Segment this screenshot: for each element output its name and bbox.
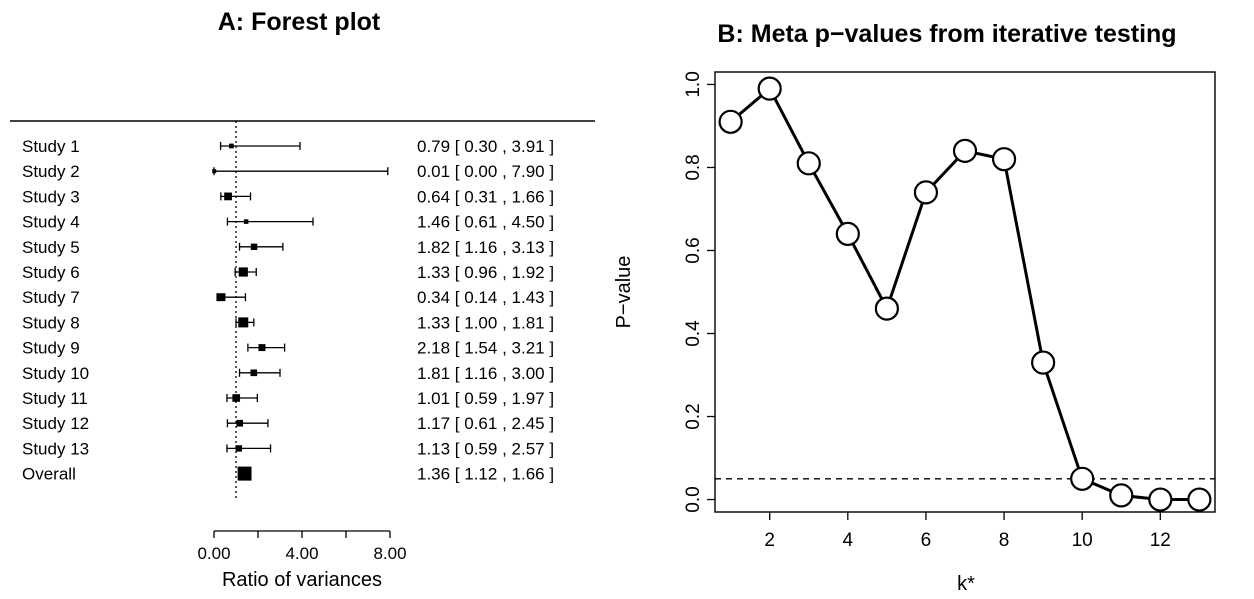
pvalue-y-tick-label: 0.4 bbox=[683, 320, 704, 347]
study-estimate-box bbox=[229, 143, 234, 149]
pvalue-point bbox=[874, 296, 899, 321]
study-label: Study 1 bbox=[22, 137, 80, 156]
study-label: Study 2 bbox=[22, 162, 80, 181]
study-ci-text: 1.17 [ 0.61 , 2.45 ] bbox=[417, 414, 554, 433]
forest-tick-label: 0.00 bbox=[197, 544, 230, 563]
pvalue-point bbox=[796, 151, 821, 176]
study-estimate-box bbox=[258, 344, 266, 352]
pvalue-x-tick-label: 8 bbox=[999, 530, 1010, 551]
pvalue-y-tick-label: 0.8 bbox=[683, 154, 704, 180]
overall-label: Overall bbox=[22, 465, 76, 484]
study-label: Study 11 bbox=[22, 389, 88, 408]
study-estimate-box bbox=[235, 445, 243, 452]
study-ci-text: 0.64 [ 0.31 , 1.66 ] bbox=[417, 187, 554, 206]
pvalue-point bbox=[1109, 483, 1134, 508]
study-estimate-box bbox=[224, 192, 232, 201]
study-label: Study 4 bbox=[22, 213, 80, 232]
pvalue-point bbox=[1031, 350, 1056, 375]
study-ci-text: 1.81 [ 1.16 , 3.00 ] bbox=[417, 364, 554, 383]
study-estimate-box bbox=[250, 243, 258, 251]
pvalue-point bbox=[1070, 466, 1095, 491]
study-ci-text: 0.01 [ 0.00 , 7.90 ] bbox=[417, 162, 554, 181]
study-label: Study 12 bbox=[22, 414, 89, 433]
pvalue-point bbox=[757, 76, 782, 101]
pvalue-point bbox=[952, 138, 978, 163]
pvalue-y-axis-label: P−value bbox=[613, 256, 635, 329]
pvalue-plot-panel: B: Meta p−values from iterative testing … bbox=[613, 20, 1216, 595]
study-ci-text: 1.01 [ 0.59 , 1.97 ] bbox=[417, 389, 554, 408]
pvalue-x-tick-label: 2 bbox=[764, 530, 775, 551]
study-label: Study 5 bbox=[22, 238, 80, 257]
study-estimate-box bbox=[238, 317, 249, 328]
pvalue-y-tick-label: 1.0 bbox=[683, 71, 704, 97]
study-ci-text: 0.34 [ 0.14 , 1.43 ] bbox=[417, 288, 554, 307]
study-ci-text: 1.82 [ 1.16 , 3.13 ] bbox=[417, 238, 554, 257]
study-estimate-box bbox=[212, 169, 217, 174]
study-estimate-box bbox=[250, 369, 258, 377]
study-label: Study 13 bbox=[22, 439, 89, 458]
study-ci-text: 1.33 [ 0.96 , 1.92 ] bbox=[417, 263, 554, 282]
study-estimate-box bbox=[243, 219, 249, 224]
study-label: Study 10 bbox=[22, 364, 89, 383]
pvalue-x-tick-label: 6 bbox=[921, 530, 932, 551]
pvalue-axes: 2 4 6 8 10 12 0.0 0.2 0.4 0.6 0.8 1.0 bbox=[683, 71, 1171, 551]
pvalue-y-tick-label: 0.2 bbox=[683, 403, 704, 429]
forest-tick-label: 8.00 bbox=[373, 544, 406, 563]
study-ci-text: 0.79 [ 0.30 , 3.91 ] bbox=[417, 137, 554, 156]
pvalue-plot-box bbox=[714, 71, 1216, 513]
forest-plot-panel: A: Forest plot Study 1 0.79 [ 0.30 , 3.91… bbox=[10, 8, 595, 591]
study-ci-text: 1.33 [ 1.00 , 1.81 ] bbox=[417, 313, 554, 332]
pvalue-x-axis-label: k* bbox=[957, 573, 975, 595]
study-label: Study 9 bbox=[22, 339, 80, 358]
study-ci-text: 2.18 [ 1.54 , 3.21 ] bbox=[417, 339, 554, 358]
pvalue-points bbox=[718, 76, 1212, 512]
pvalue-point bbox=[835, 221, 860, 246]
pvalue-plot-title: B: Meta p−values from iterative testing bbox=[717, 20, 1176, 48]
study-label: Study 8 bbox=[22, 313, 80, 332]
study-label: Study 7 bbox=[22, 288, 80, 307]
study-estimate-box bbox=[217, 293, 226, 302]
pvalue-point bbox=[991, 147, 1017, 172]
overall-ci-text: 1.36 [ 1.12 , 1.66 ] bbox=[417, 465, 554, 484]
forest-tick-label: 4.00 bbox=[285, 544, 318, 563]
pvalue-y-tick-label: 0.0 bbox=[683, 486, 704, 512]
pvalue-point bbox=[1187, 487, 1212, 512]
pvalue-x-tick-label: 4 bbox=[843, 530, 854, 551]
study-estimate-box bbox=[236, 419, 244, 427]
overall-estimate-box bbox=[237, 466, 252, 481]
study-ci-text: 1.13 [ 0.59 , 2.57 ] bbox=[417, 439, 554, 458]
forest-plot-title: A: Forest plot bbox=[218, 8, 381, 36]
pvalue-x-tick-label: 12 bbox=[1150, 530, 1171, 551]
study-label: Study 6 bbox=[22, 263, 80, 282]
forest-x-axis: 0.00 4.00 8.00 bbox=[197, 530, 407, 563]
study-ci-text: 1.46 [ 0.61 , 4.50 ] bbox=[417, 213, 554, 232]
study-estimate-box bbox=[238, 267, 248, 277]
pvalue-x-tick-label: 10 bbox=[1072, 530, 1093, 551]
study-label: Study 3 bbox=[22, 187, 80, 206]
pvalue-point bbox=[1148, 487, 1173, 512]
pvalue-point bbox=[718, 109, 743, 134]
study-estimate-box bbox=[232, 394, 241, 402]
forest-rows: Study 1 0.79 [ 0.30 , 3.91 ] Study 2 0.01 [… bbox=[22, 137, 554, 484]
pvalue-y-tick-label: 0.6 bbox=[683, 237, 704, 263]
pvalue-point bbox=[913, 180, 939, 205]
forest-x-axis-label: Ratio of variances bbox=[222, 569, 382, 591]
